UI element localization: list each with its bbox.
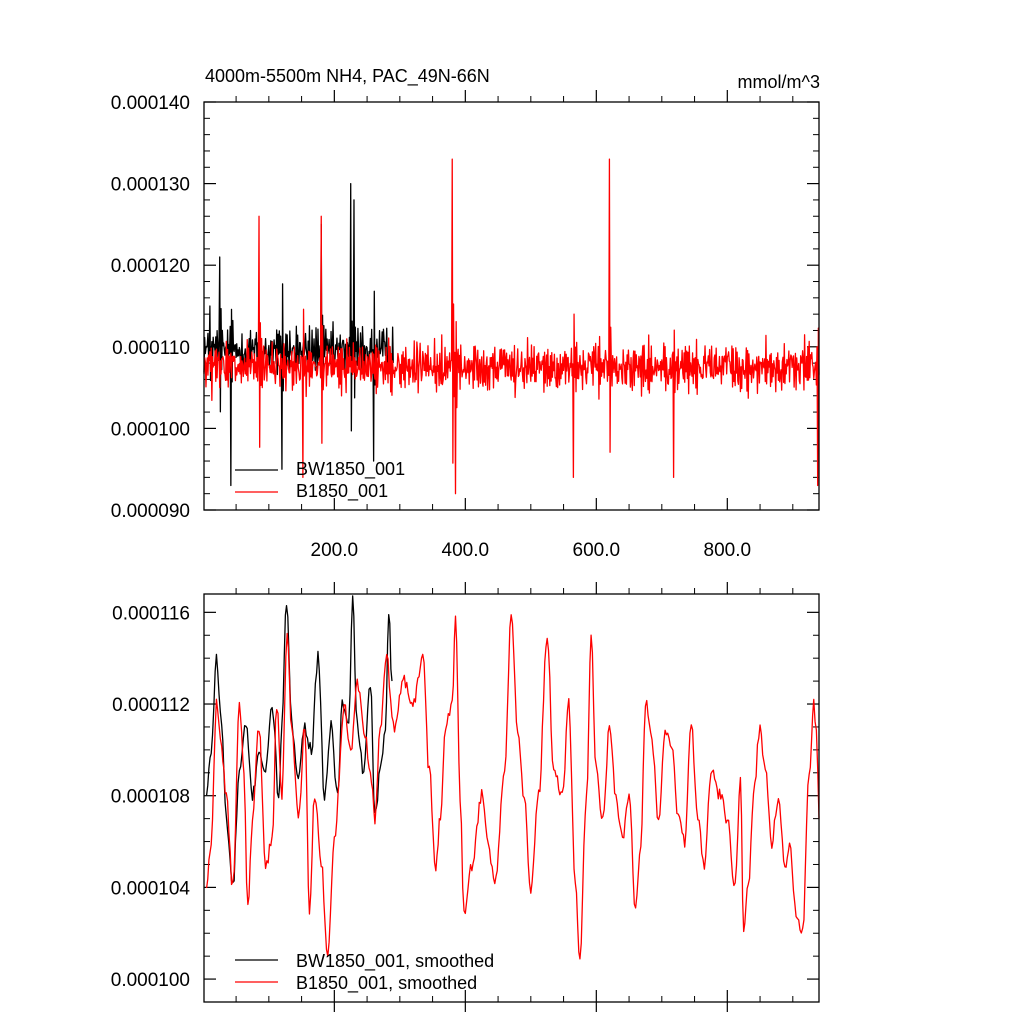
top-xtick-label: 600.0 (573, 540, 621, 561)
top-chart-title: 4000m-5500m NH4, PAC_49N-66N (205, 66, 490, 87)
top-xtick-label: 400.0 (442, 540, 490, 561)
bottom-ytick-label: 0.000112 (112, 695, 190, 716)
top-ytick-label: 0.000130 (111, 175, 190, 196)
legend-label-bw1850-smoothed: BW1850_001, smoothed (296, 951, 494, 972)
series-bw1850-raw (203, 182, 394, 487)
line-bw1850-raw (203, 182, 394, 487)
series-b1850-smoothed (205, 614, 820, 960)
top-ytick-label: 0.000090 (111, 501, 190, 522)
top-ytick-label: 0.000100 (111, 419, 190, 440)
bottom-ytick-label: 0.000100 (111, 970, 190, 991)
top-panel: 4000m-5500m NH4, PAC_49N-66N mmol/m^3 0.… (111, 66, 820, 561)
top-ytick-label: 0.000140 (111, 93, 190, 114)
legend-label-b1850-smoothed: B1850_001, smoothed (296, 973, 477, 994)
top-ytick-label: 0.000120 (111, 256, 190, 277)
bottom-panel: 0.000100 0.000104 0.000108 0.000112 0.000116… (111, 582, 820, 1012)
series-b1850-raw (203, 158, 820, 495)
top-xtick-label: 200.0 (311, 540, 359, 561)
top-plot-frame (203, 101, 820, 511)
top-xtick-label: 800.0 (704, 540, 752, 561)
legend-label-b1850: B1850_001 (296, 481, 388, 502)
bottom-ytick-label: 0.000104 (111, 878, 191, 899)
series-bw1850-smoothed (205, 595, 393, 884)
bottom-plot-frame (203, 593, 820, 1003)
line-b1850-smoothed (205, 614, 820, 960)
line-bw1850-smoothed (205, 595, 393, 884)
bottom-legend: BW1850_001, smoothed B1850_001, smoothed (235, 951, 494, 994)
bottom-ytick-label: 0.000116 (112, 603, 190, 624)
bottom-ytick-label: 0.000108 (111, 787, 190, 808)
top-legend: BW1850_001 B1850_001 (235, 459, 405, 502)
top-ytick-label: 0.000110 (112, 338, 190, 359)
legend-label-bw1850: BW1850_001 (296, 459, 405, 480)
line-b1850-raw (203, 158, 820, 495)
top-chart-units: mmol/m^3 (738, 72, 820, 92)
